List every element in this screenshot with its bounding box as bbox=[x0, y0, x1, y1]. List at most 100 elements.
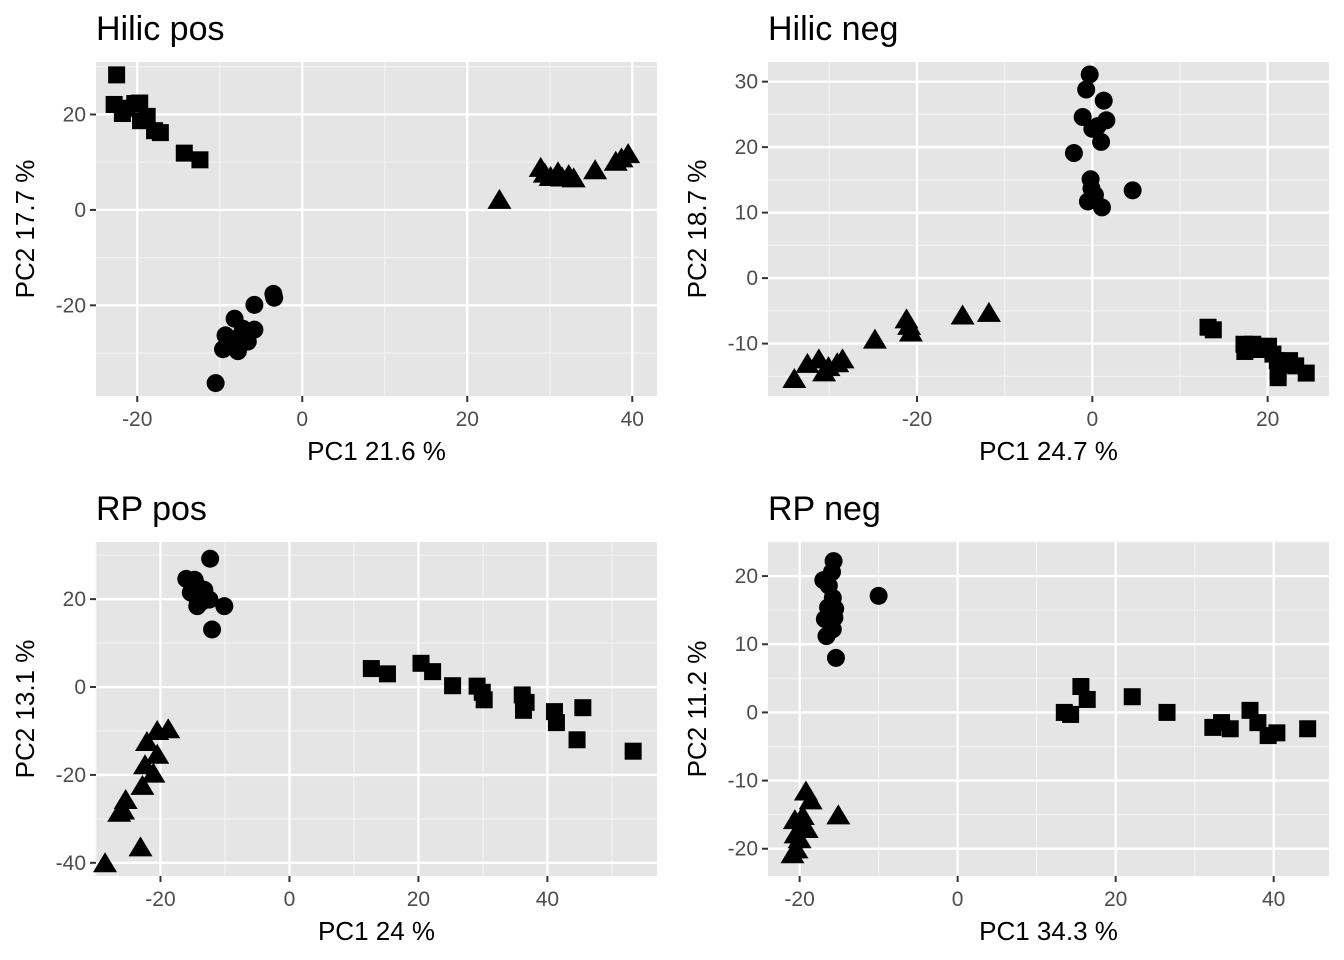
square-point bbox=[1299, 720, 1317, 738]
series-triangle bbox=[93, 718, 181, 873]
plot-background bbox=[96, 542, 657, 876]
x-tick-label: -20 bbox=[145, 888, 175, 911]
circle-point bbox=[1078, 192, 1097, 211]
triangle-point bbox=[130, 774, 155, 795]
series-circle bbox=[814, 552, 888, 667]
y-tick-label: 20 bbox=[63, 103, 86, 126]
square-point bbox=[1268, 724, 1286, 742]
x-tick-label: 40 bbox=[536, 888, 559, 911]
triangle-point bbox=[616, 143, 641, 164]
panel-4: RP neg -20 0 20 40 -20 -10 0 10 20 PC1 34.3 % PC2 1… bbox=[682, 490, 1329, 946]
x-tick-label: 20 bbox=[407, 888, 430, 911]
circle-point bbox=[1097, 111, 1116, 130]
y-tick-label: -10 bbox=[728, 770, 758, 793]
y-tick-label: 30 bbox=[735, 71, 758, 94]
square-point bbox=[574, 699, 592, 717]
triangle-point bbox=[561, 167, 586, 188]
y-tick-label: 20 bbox=[735, 136, 758, 159]
triangle-point bbox=[134, 730, 159, 751]
square-point bbox=[151, 124, 169, 142]
square-point bbox=[1221, 720, 1239, 738]
circle-point bbox=[206, 374, 225, 393]
square-point bbox=[362, 660, 380, 678]
plot-background bbox=[768, 542, 1329, 876]
square-point bbox=[1158, 703, 1176, 721]
triangle-point bbox=[128, 836, 153, 857]
plot-background bbox=[96, 62, 657, 396]
major-gridlines bbox=[96, 62, 657, 396]
circle-point bbox=[1092, 198, 1111, 217]
square-point bbox=[131, 94, 149, 112]
circle-point bbox=[200, 590, 219, 609]
triangle-point bbox=[141, 762, 166, 783]
x-tick-label: 0 bbox=[296, 408, 308, 431]
triangle-point bbox=[790, 805, 815, 826]
circle-point bbox=[215, 597, 234, 616]
y-tick-label: 0 bbox=[74, 676, 86, 699]
circle-point bbox=[1092, 132, 1111, 151]
panel-title: RP pos bbox=[96, 490, 207, 528]
square-point bbox=[624, 742, 642, 760]
triangle-point bbox=[950, 304, 975, 325]
series-circle bbox=[1064, 65, 1142, 217]
circle-point bbox=[1080, 65, 1099, 84]
x-tick-label: 20 bbox=[1104, 888, 1127, 911]
x-tick-label: 20 bbox=[456, 408, 479, 431]
y-axis-label: PC2 13.1 % bbox=[10, 640, 40, 779]
circle-point bbox=[1123, 181, 1142, 200]
square-point bbox=[475, 691, 493, 709]
square-point bbox=[424, 663, 442, 681]
circle-point bbox=[1077, 80, 1096, 99]
square-point bbox=[547, 714, 565, 732]
triangle-point bbox=[898, 321, 923, 342]
y-tick-label: 0 bbox=[746, 267, 758, 290]
square-point bbox=[1072, 678, 1090, 696]
minor-gridlines bbox=[95, 542, 657, 876]
y-tick-label: 10 bbox=[735, 202, 758, 225]
x-tick-label: 40 bbox=[1262, 888, 1285, 911]
square-point bbox=[1297, 364, 1315, 382]
square-point bbox=[1123, 688, 1141, 706]
triangle-point bbox=[583, 159, 608, 180]
circle-point bbox=[1094, 91, 1113, 110]
triangle-point bbox=[93, 852, 118, 873]
series-triangle bbox=[782, 301, 1001, 388]
y-tick-label: 20 bbox=[63, 588, 86, 611]
panel-title: Hilic pos bbox=[96, 10, 224, 48]
circle-point bbox=[869, 586, 888, 605]
panel-1: Hilic pos -20 0 20 40 -20 0 20 PC1 21.6 % PC2 17.… bbox=[10, 10, 657, 466]
panel-title: RP neg bbox=[768, 490, 881, 528]
x-tick-label: 0 bbox=[284, 888, 296, 911]
series-square bbox=[362, 654, 642, 760]
panel-2: Hilic neg -20 0 20 -10 0 10 20 30 PC1 24.7 % PC2 1… bbox=[682, 10, 1329, 466]
circle-point bbox=[201, 549, 220, 568]
circle-point bbox=[203, 620, 222, 639]
square-point bbox=[1078, 690, 1096, 708]
triangle-point bbox=[145, 719, 170, 740]
panel-3: RP pos -20 0 20 40 -40 -20 0 20 PC1 24 % PC2 13.1 … bbox=[10, 490, 657, 946]
circle-point bbox=[1083, 119, 1102, 138]
circle-point bbox=[264, 284, 283, 303]
series-circle bbox=[177, 549, 234, 639]
square-point bbox=[175, 144, 193, 162]
x-tick-label: -20 bbox=[902, 408, 932, 431]
square-point bbox=[1269, 369, 1287, 387]
y-tick-label: -40 bbox=[56, 852, 86, 875]
triangle-point bbox=[107, 801, 132, 822]
y-tick-label: 10 bbox=[735, 633, 758, 656]
minor-gridlines bbox=[768, 62, 1329, 396]
triangle-point bbox=[145, 743, 170, 764]
x-axis-label: PC1 24 % bbox=[318, 916, 435, 946]
triangle-point bbox=[782, 367, 807, 388]
y-tick-label: -20 bbox=[56, 294, 86, 317]
major-gridlines bbox=[96, 542, 657, 876]
x-tick-label: -20 bbox=[122, 408, 152, 431]
x-tick-label: -20 bbox=[784, 888, 814, 911]
square-point bbox=[138, 107, 156, 125]
x-tick-label: 0 bbox=[1086, 408, 1098, 431]
y-axis-label: PC2 17.7 % bbox=[10, 160, 40, 299]
x-tick-label: 20 bbox=[1256, 408, 1279, 431]
circle-point bbox=[817, 627, 836, 646]
x-tick-label: 40 bbox=[621, 408, 644, 431]
